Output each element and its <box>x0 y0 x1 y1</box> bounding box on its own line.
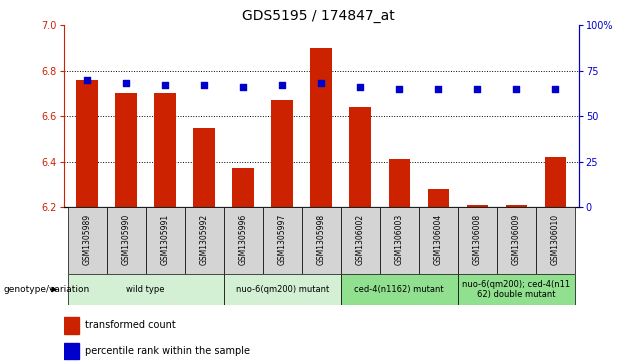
Text: GSM1306009: GSM1306009 <box>512 213 521 265</box>
Text: genotype/variation: genotype/variation <box>3 285 90 294</box>
Bar <box>184 207 224 274</box>
Bar <box>107 207 146 274</box>
Bar <box>263 207 301 274</box>
Point <box>121 81 131 86</box>
Bar <box>497 207 536 274</box>
Point <box>238 84 248 90</box>
Text: percentile rank within the sample: percentile rank within the sample <box>85 346 249 356</box>
Point <box>82 77 92 83</box>
Point <box>472 86 482 92</box>
Point <box>199 82 209 88</box>
Text: nuo-6(qm200) mutant: nuo-6(qm200) mutant <box>235 285 329 294</box>
Text: ced-4(n1162) mutant: ced-4(n1162) mutant <box>354 285 444 294</box>
Bar <box>458 274 575 305</box>
Point <box>277 82 287 88</box>
Point <box>550 86 560 92</box>
Bar <box>224 274 341 305</box>
Bar <box>76 80 98 207</box>
Text: GSM1305996: GSM1305996 <box>238 213 247 265</box>
Bar <box>301 207 341 274</box>
Bar <box>458 207 497 274</box>
Bar <box>224 207 263 274</box>
Bar <box>341 274 458 305</box>
Text: GSM1305992: GSM1305992 <box>200 213 209 265</box>
Bar <box>389 159 410 207</box>
Bar <box>232 168 254 207</box>
Bar <box>380 207 418 274</box>
Text: transformed count: transformed count <box>85 321 176 330</box>
Text: GSM1306003: GSM1306003 <box>395 213 404 265</box>
Text: GSM1306010: GSM1306010 <box>551 213 560 265</box>
Point <box>316 81 326 86</box>
Text: GSM1305990: GSM1305990 <box>121 213 130 265</box>
Bar <box>506 205 527 207</box>
Text: GDS5195 / 174847_at: GDS5195 / 174847_at <box>242 9 394 23</box>
Bar <box>341 207 380 274</box>
Bar <box>146 207 184 274</box>
Bar <box>193 127 215 207</box>
Bar <box>427 189 449 207</box>
Point <box>394 86 404 92</box>
Bar <box>272 100 293 207</box>
Bar <box>544 157 566 207</box>
Bar <box>67 274 224 305</box>
Bar <box>418 207 458 274</box>
Text: GSM1306002: GSM1306002 <box>356 213 364 265</box>
Point <box>511 86 522 92</box>
Bar <box>310 48 332 207</box>
Text: GSM1305989: GSM1305989 <box>83 213 92 265</box>
Bar <box>64 343 79 359</box>
Text: nuo-6(qm200); ced-4(n11
62) double mutant: nuo-6(qm200); ced-4(n11 62) double mutan… <box>462 280 570 299</box>
Bar <box>64 317 79 334</box>
Text: GSM1306004: GSM1306004 <box>434 213 443 265</box>
Point <box>433 86 443 92</box>
Bar <box>67 207 107 274</box>
Text: GSM1305997: GSM1305997 <box>278 213 287 265</box>
Text: GSM1305998: GSM1305998 <box>317 213 326 265</box>
Text: GSM1305991: GSM1305991 <box>160 213 170 265</box>
Point <box>160 82 170 88</box>
Bar <box>155 94 176 207</box>
Bar <box>467 205 488 207</box>
Text: wild type: wild type <box>127 285 165 294</box>
Bar <box>115 94 137 207</box>
Bar <box>349 107 371 207</box>
Bar <box>536 207 575 274</box>
Text: GSM1306008: GSM1306008 <box>473 213 482 265</box>
Point <box>355 84 365 90</box>
